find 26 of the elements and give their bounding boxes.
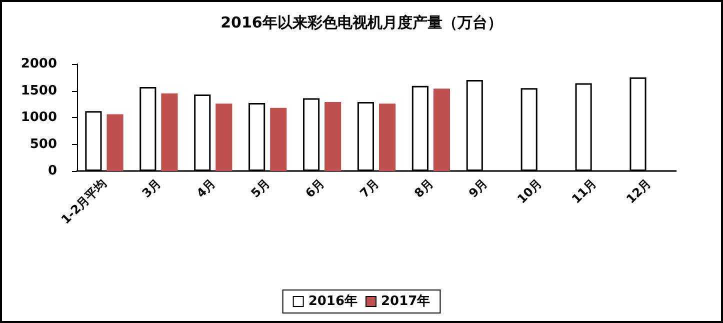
y-tick-label: 0 [48, 164, 57, 178]
bar [270, 108, 287, 171]
y-tick-label: 1500 [20, 83, 57, 98]
bar [106, 114, 124, 171]
chart-title: 2016年以来彩色电视机月度产量（万台） [220, 14, 502, 32]
x-tick-label: 12月 [624, 176, 654, 206]
x-tick-label: 8月 [412, 176, 436, 200]
x-tick-label: 1-2月平均 [58, 176, 110, 227]
y-tick-label: 2000 [20, 56, 57, 72]
x-tick-label: 5月 [248, 176, 273, 200]
y-tick-label: 1000 [20, 110, 57, 125]
y-tick-label: 500 [30, 136, 57, 152]
bar [216, 104, 232, 171]
bar [378, 104, 396, 171]
bar [433, 88, 450, 171]
bar [324, 102, 342, 171]
x-tick-label: 6月 [302, 176, 327, 200]
legend-label: 2017年 [381, 294, 430, 309]
x-tick-label: 4月 [194, 176, 218, 200]
x-tick-label: 10月 [514, 176, 545, 206]
legend-label: 2016年 [308, 294, 358, 309]
bar [161, 93, 178, 171]
x-tick-label: 3月 [139, 176, 164, 200]
x-tick-label: 9月 [466, 176, 490, 200]
x-tick-label: 7月 [357, 176, 382, 200]
x-tick-label: 11月 [569, 176, 600, 206]
